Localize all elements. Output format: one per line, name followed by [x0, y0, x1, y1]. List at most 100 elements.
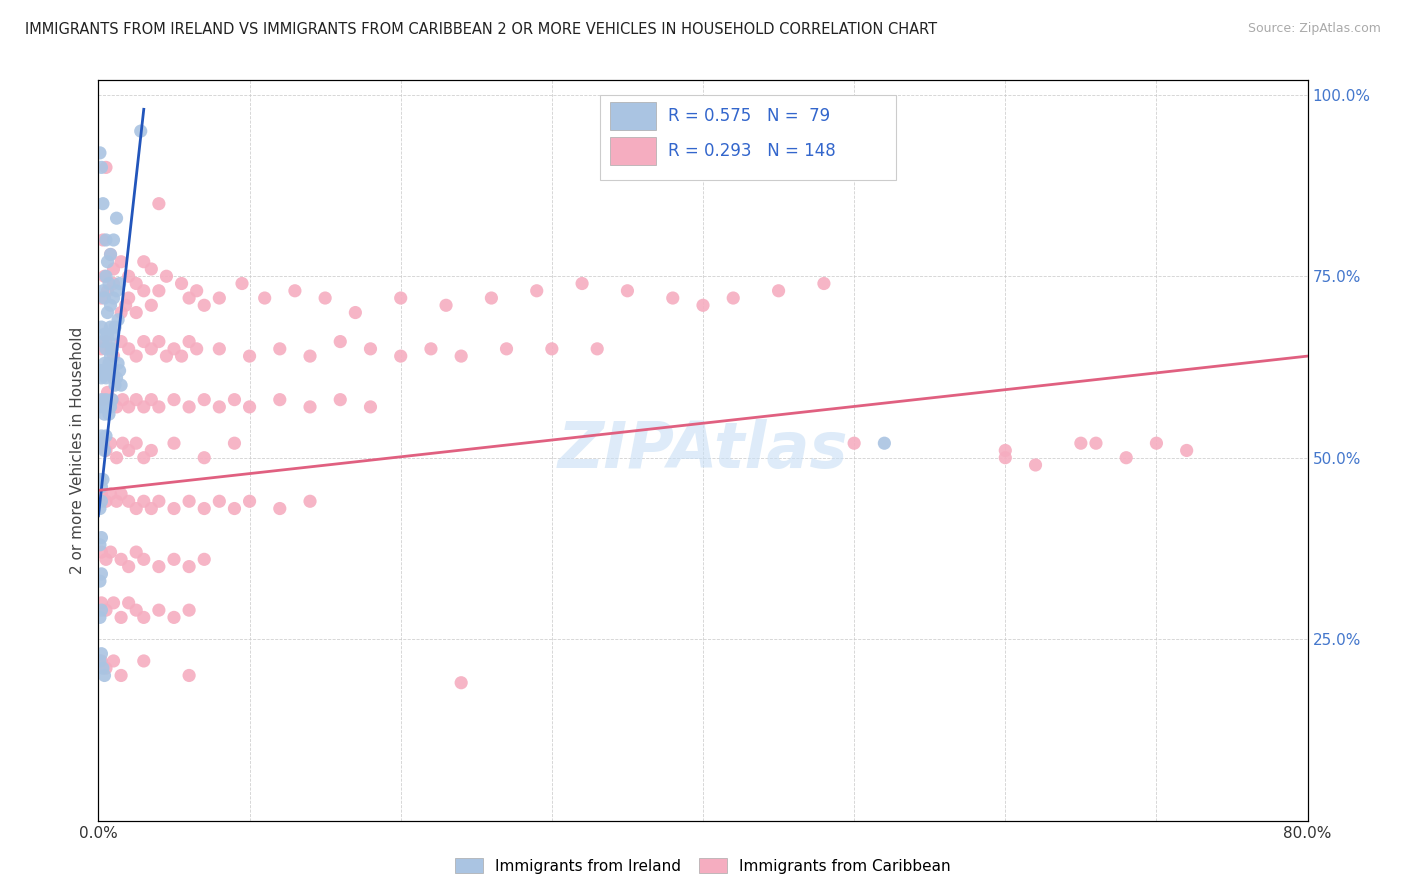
Point — [93, 668, 115, 682]
Point — [103, 654, 125, 668]
Point — [179, 559, 201, 574]
Point — [105, 400, 128, 414]
Point — [179, 400, 201, 414]
Point — [90, 494, 112, 508]
Point — [155, 269, 177, 284]
Point — [89, 654, 111, 668]
Point — [299, 349, 322, 363]
Point — [91, 363, 114, 377]
Point — [179, 603, 201, 617]
Point — [329, 334, 352, 349]
Point — [125, 392, 148, 407]
Point — [98, 407, 121, 421]
Point — [125, 501, 148, 516]
Point — [93, 269, 115, 284]
Point — [224, 436, 246, 450]
Point — [100, 342, 122, 356]
Text: R = 0.575   N =  79: R = 0.575 N = 79 — [668, 107, 830, 125]
Point — [93, 291, 115, 305]
Point — [170, 277, 193, 291]
Point — [224, 392, 246, 407]
Point — [94, 494, 117, 508]
Point — [104, 378, 127, 392]
Point — [94, 661, 117, 675]
Point — [89, 610, 111, 624]
Point — [96, 400, 118, 414]
Point — [90, 161, 112, 175]
Point — [450, 675, 472, 690]
Point — [94, 371, 117, 385]
Point — [193, 298, 215, 312]
Point — [105, 211, 128, 226]
Point — [100, 349, 122, 363]
Point — [132, 254, 155, 268]
Point — [96, 385, 118, 400]
Point — [105, 494, 128, 508]
Point — [179, 291, 201, 305]
Point — [110, 305, 132, 319]
Point — [89, 145, 111, 160]
Point — [1175, 443, 1198, 458]
Point — [692, 298, 714, 312]
Point — [110, 552, 132, 566]
Point — [148, 334, 170, 349]
Point — [91, 436, 114, 450]
Point — [540, 342, 562, 356]
Point — [90, 342, 112, 356]
Point — [269, 342, 291, 356]
Point — [90, 487, 112, 501]
Point — [314, 291, 336, 305]
Point — [163, 392, 186, 407]
Point — [90, 545, 112, 559]
Point — [118, 291, 141, 305]
Point — [91, 233, 114, 247]
Point — [239, 400, 262, 414]
Point — [108, 363, 131, 377]
Point — [110, 610, 132, 624]
Point — [96, 363, 118, 377]
Point — [141, 392, 163, 407]
Text: R = 0.293   N = 148: R = 0.293 N = 148 — [668, 142, 835, 160]
Point — [94, 269, 117, 284]
Point — [110, 668, 132, 682]
Point — [96, 254, 118, 268]
Point — [90, 647, 112, 661]
Point — [148, 196, 170, 211]
Point — [91, 334, 114, 349]
Point — [93, 327, 115, 342]
Point — [118, 596, 141, 610]
Point — [132, 654, 155, 668]
Point — [360, 400, 382, 414]
Point — [141, 443, 163, 458]
Point — [616, 284, 638, 298]
Point — [208, 494, 231, 508]
Point — [105, 284, 128, 298]
Bar — [610, 136, 655, 165]
Point — [360, 342, 382, 356]
Point — [94, 342, 117, 356]
Point — [90, 531, 112, 545]
Point — [100, 487, 122, 501]
Point — [103, 233, 125, 247]
Point — [141, 298, 163, 312]
Point — [103, 349, 125, 363]
Point — [481, 291, 503, 305]
Point — [1085, 436, 1108, 450]
Point — [994, 450, 1017, 465]
Point — [141, 342, 163, 356]
Point — [118, 342, 141, 356]
Point — [118, 400, 141, 414]
Point — [100, 247, 122, 261]
Point — [98, 334, 121, 349]
Point — [94, 429, 117, 443]
Point — [104, 320, 127, 334]
Point — [94, 392, 117, 407]
Point — [118, 443, 141, 458]
Point — [108, 277, 131, 291]
Point — [103, 327, 125, 342]
Point — [105, 371, 128, 385]
Point — [91, 284, 114, 298]
Point — [661, 291, 683, 305]
Point — [1070, 436, 1092, 450]
Point — [208, 342, 231, 356]
